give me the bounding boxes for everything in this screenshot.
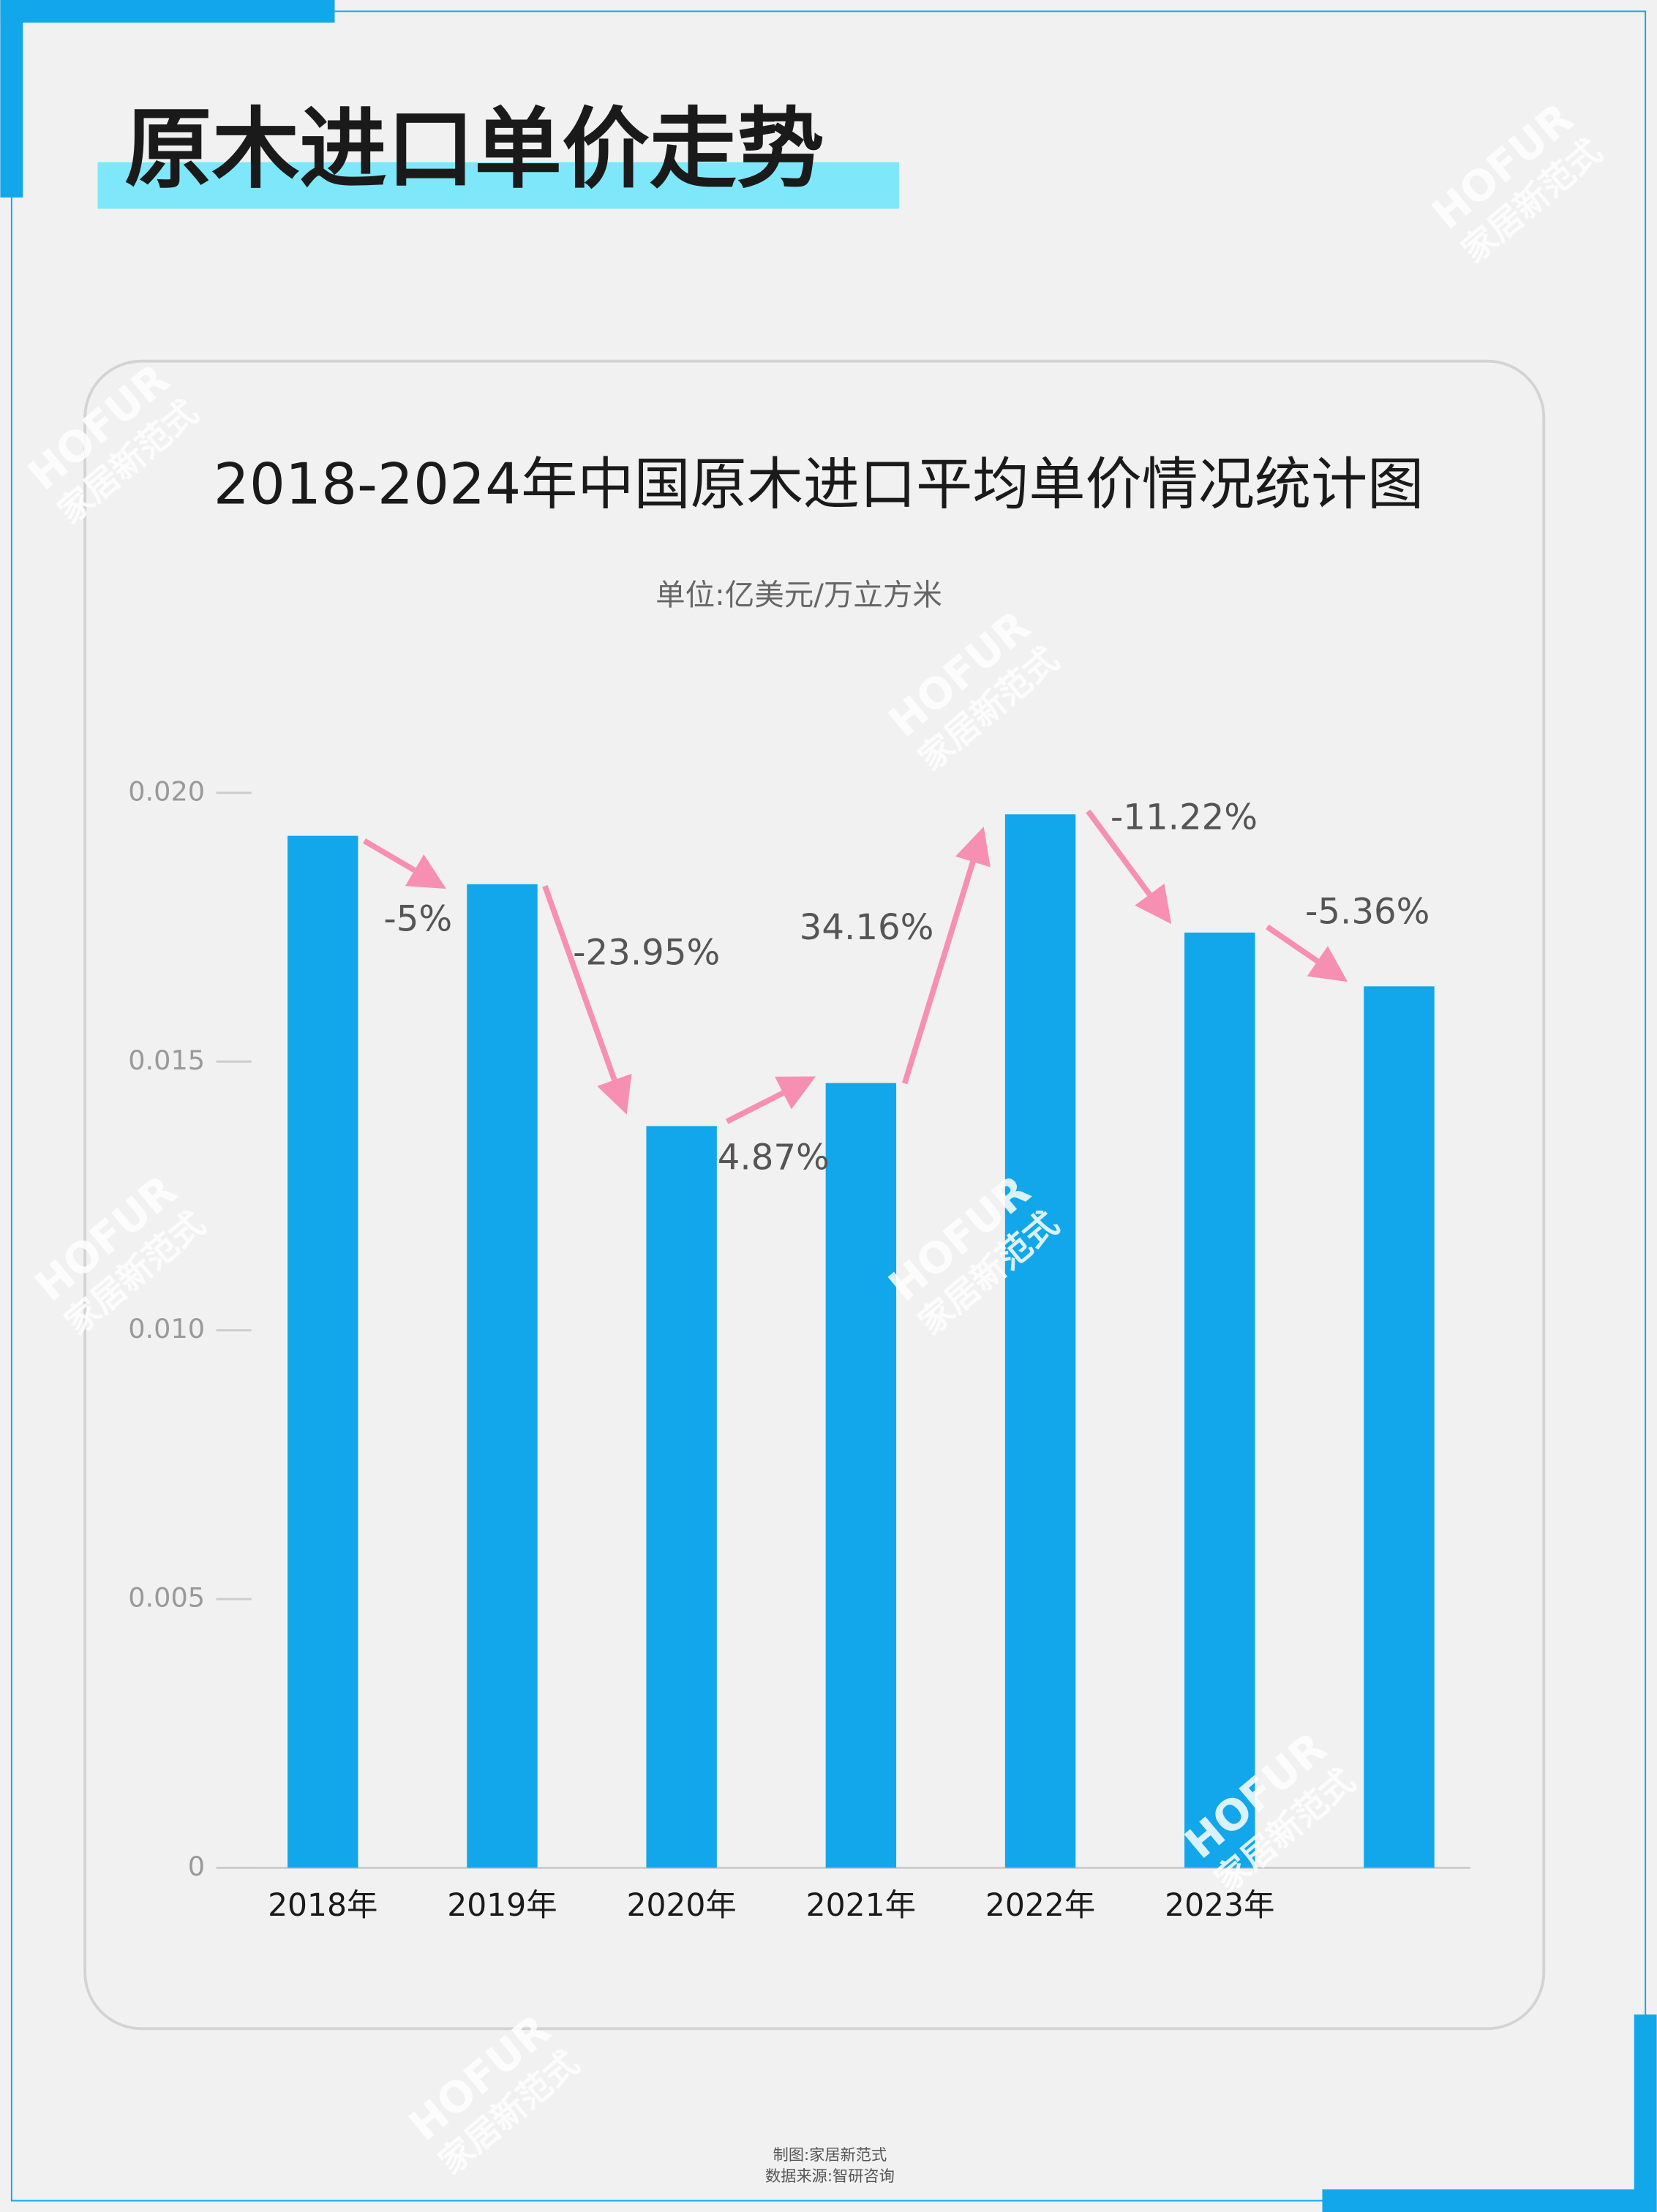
annotation-arrow [725, 1090, 785, 1124]
annotation-arrowhead [597, 1073, 632, 1115]
footer-source: 数据来源:智研咨询 [765, 2167, 895, 2186]
annotation-arrow [363, 838, 416, 873]
bar [288, 835, 358, 1868]
y-tick-label: 0.020 [128, 775, 205, 807]
annotation-arrow [1266, 924, 1320, 964]
y-tick-label: 0.010 [128, 1313, 205, 1344]
annotation-arrowhead [1135, 883, 1172, 925]
x-tick-label: 2018年 [268, 1888, 377, 1924]
annotation-arrowhead [955, 827, 991, 868]
x-tick-label: 2022年 [985, 1888, 1095, 1924]
annotation-arrow [542, 884, 617, 1081]
corner [0, 0, 335, 23]
bar [646, 1126, 717, 1868]
x-tick-label: 2019年 [447, 1888, 557, 1924]
plot: 0 0.005 0.010 0.015 0.020 2018年 2019年 2020年 2021… [128, 775, 1435, 1924]
x-tick-label: 2021年 [806, 1888, 916, 1924]
annotation-label: 34.16% [800, 907, 934, 948]
bar [1004, 814, 1076, 1868]
title-highlight [97, 162, 899, 209]
chart-title: 2018-2024年中国原木进口平均单价情况统计图 [214, 451, 1424, 517]
corner [0, 0, 23, 198]
x-tick-label: 2020年 [626, 1888, 736, 1924]
x-tick-label: 2023年 [1165, 1888, 1274, 1924]
footer-maker: 制图:家居新范式 [773, 2146, 887, 2164]
corner [1634, 2014, 1657, 2212]
frame [10, 10, 1647, 2202]
annotation-label: -11.22% [1111, 797, 1258, 838]
annotation-label: -5% [383, 898, 452, 939]
page-title: 原木进口单价走势 [124, 99, 824, 200]
annotation-arrowhead [775, 1076, 816, 1110]
annotation-arrow [901, 860, 976, 1085]
annotation-arrow [1086, 809, 1152, 897]
corner [1322, 2189, 1657, 2212]
card [83, 359, 1546, 2031]
bar [1184, 932, 1255, 1868]
bar [825, 1083, 897, 1868]
annotation-label: -23.95% [573, 933, 720, 974]
bar [467, 884, 538, 1868]
annotation-label: 4.87% [718, 1137, 830, 1178]
y-tick-label: 0 [188, 1851, 205, 1882]
annotation-arrowhead [1307, 946, 1348, 982]
annotation-arrowhead [405, 854, 446, 889]
y-tick-label: 0.005 [128, 1582, 205, 1614]
annotation-label: -5.36% [1305, 892, 1430, 933]
y-tick-label: 0.015 [128, 1045, 205, 1076]
chart-subtitle: 单位:亿美元/万立方米 [655, 577, 942, 612]
bar [1364, 986, 1435, 1868]
